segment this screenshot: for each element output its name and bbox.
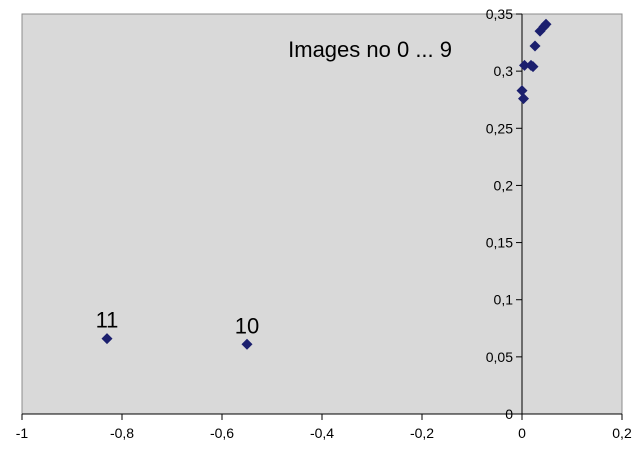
x-tick-label: -1 xyxy=(16,425,29,441)
x-tick-label: -0,6 xyxy=(210,425,234,441)
y-tick-label: 0 xyxy=(505,406,513,422)
y-tick-label: 0,3 xyxy=(494,63,514,79)
data-point xyxy=(527,61,539,73)
data-point xyxy=(518,93,529,105)
annotation-label: Images no 0 ... 9 xyxy=(288,37,452,62)
y-tick-label: 0,15 xyxy=(486,235,513,251)
data-point xyxy=(516,85,528,97)
point-label: 11 xyxy=(96,308,119,333)
points-layer xyxy=(101,18,552,350)
x-tick-label: 0 xyxy=(518,425,526,441)
y-tick-label: 0,2 xyxy=(494,177,514,193)
x-tick-label: -0,2 xyxy=(410,425,434,441)
y-tick-label: 0,35 xyxy=(486,6,513,22)
y-tick-label: 0,25 xyxy=(486,120,513,136)
plot-layer xyxy=(21,13,623,415)
axis-layer: -1 -0,8 -0,6 -0,4 -0,2 0 0,2 0 0,05 0,1 0,15 0,2 0,2… xyxy=(16,6,632,441)
x-tick-label: 0,2 xyxy=(612,425,632,441)
plot-area xyxy=(21,13,623,415)
data-point xyxy=(540,18,552,30)
data-point xyxy=(529,40,541,52)
data-point xyxy=(519,59,530,71)
data-point xyxy=(241,338,253,350)
data-point xyxy=(101,333,113,345)
point-label: 10 xyxy=(235,313,259,338)
y-tick-label: 0,1 xyxy=(494,292,514,308)
x-tick-label: -0,4 xyxy=(310,425,334,441)
x-tick-label: -0,8 xyxy=(110,425,134,441)
labels-layer: 10 11 Images no 0 ... 9 xyxy=(96,37,452,338)
y-tick-label: 0,05 xyxy=(486,349,513,365)
